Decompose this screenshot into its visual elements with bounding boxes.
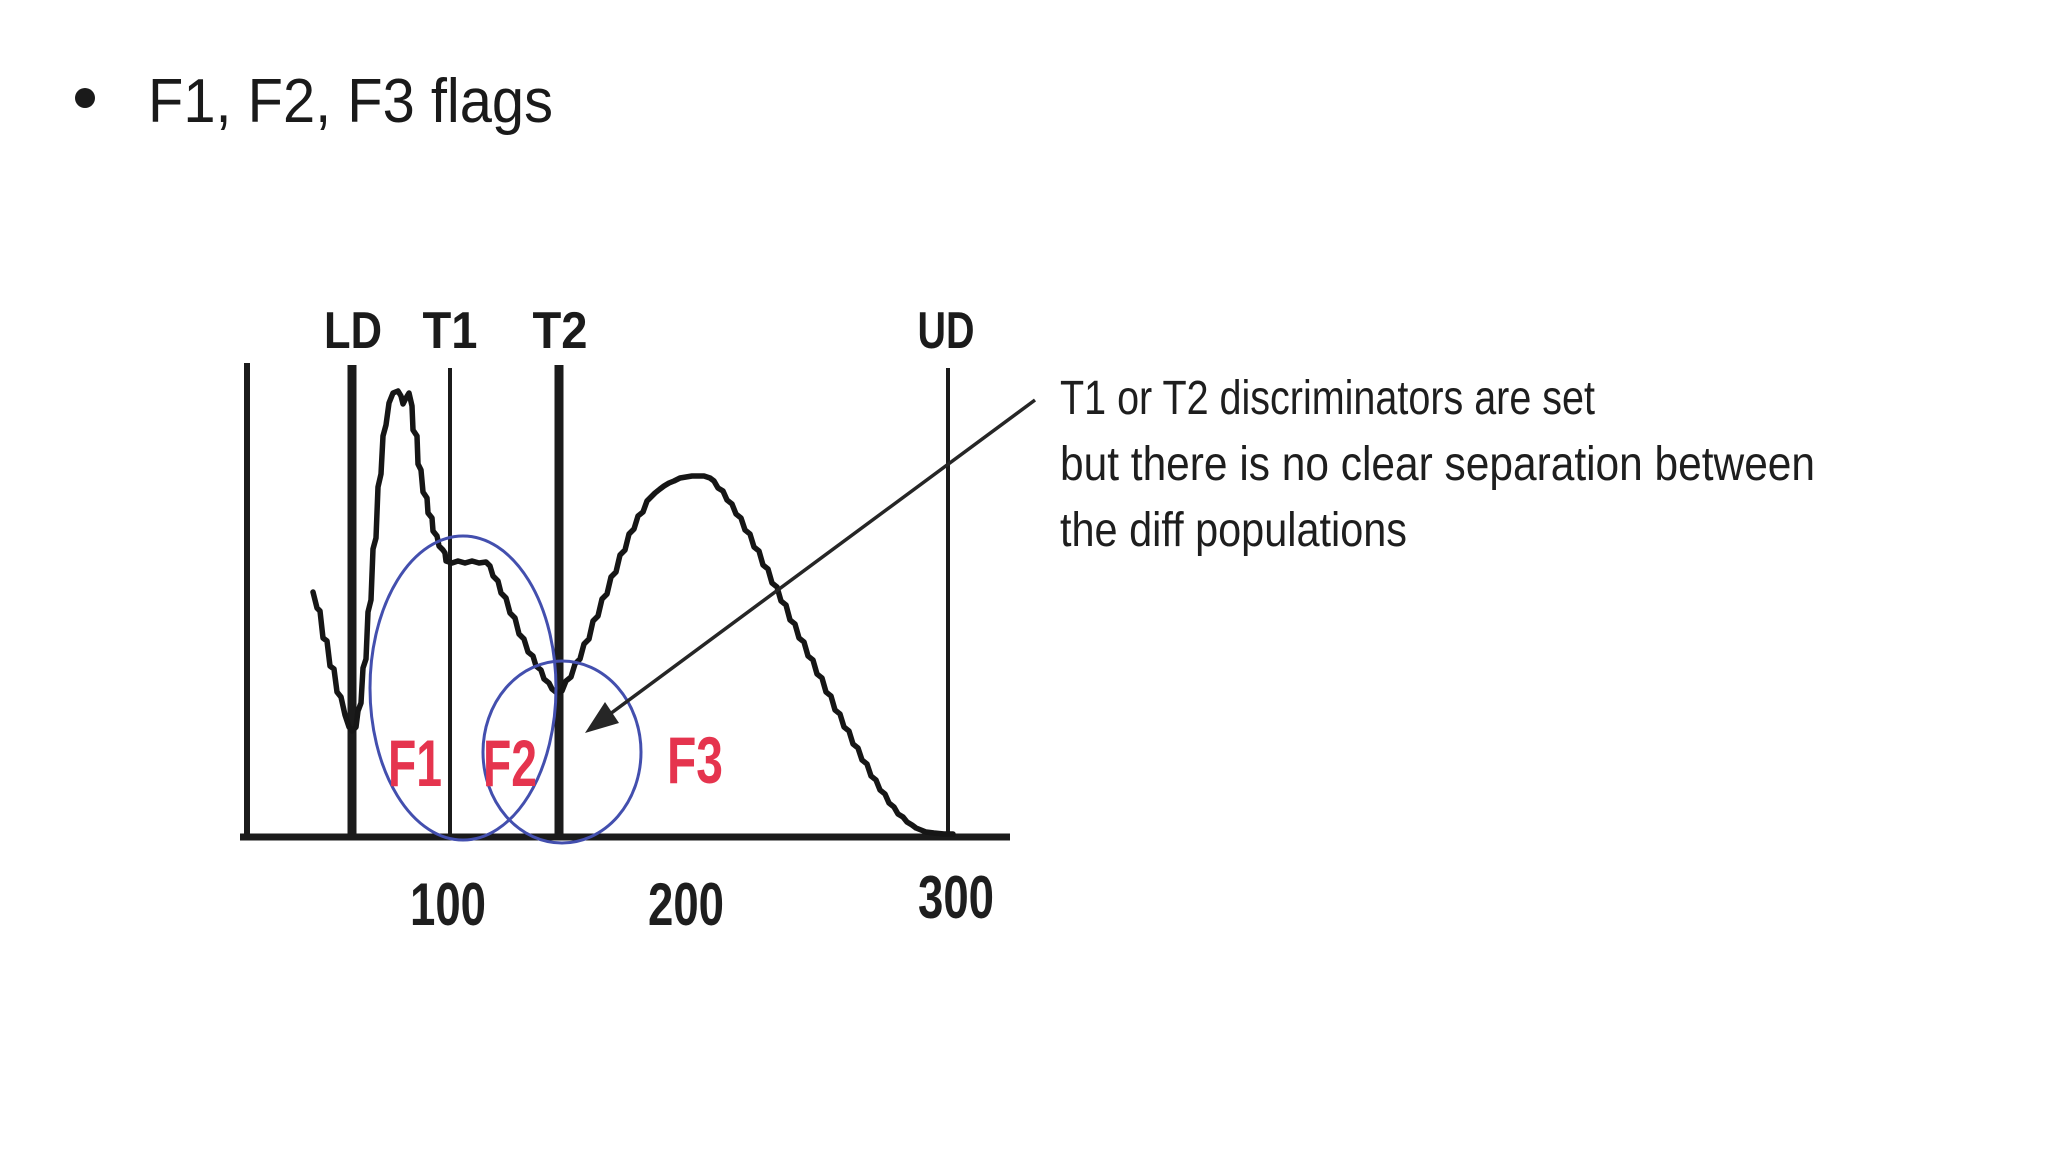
- annotation-line-3: the diff populations: [1060, 504, 1407, 557]
- histogram-curve: [310, 388, 956, 837]
- ud-label: UD: [918, 302, 975, 360]
- slide-title: F1, F2, F3 flags: [148, 67, 553, 136]
- tick-label-100: 100: [410, 871, 486, 938]
- annotation-line-2: but there is no clear separation between: [1060, 438, 1815, 491]
- flag-label-f2: F2: [483, 726, 537, 800]
- annotation-arrow-line: [608, 398, 1037, 716]
- tick-label-300: 300: [918, 864, 994, 931]
- flag-label-f3: F3: [667, 723, 723, 797]
- annotation-line-1: T1 or T2 discriminators are set: [1060, 372, 1595, 425]
- bullet-dot: [75, 88, 95, 108]
- annotation-arrowhead-icon: [585, 702, 619, 733]
- t1-label: T1: [423, 302, 478, 360]
- gate-ellipse-f1: [368, 534, 558, 842]
- tick-label-200: 200: [648, 871, 724, 938]
- ld-label: LD: [324, 302, 382, 360]
- t2-label: T2: [533, 302, 588, 360]
- gate-ellipse-f2: [481, 659, 643, 845]
- flag-label-f1: F1: [388, 726, 442, 800]
